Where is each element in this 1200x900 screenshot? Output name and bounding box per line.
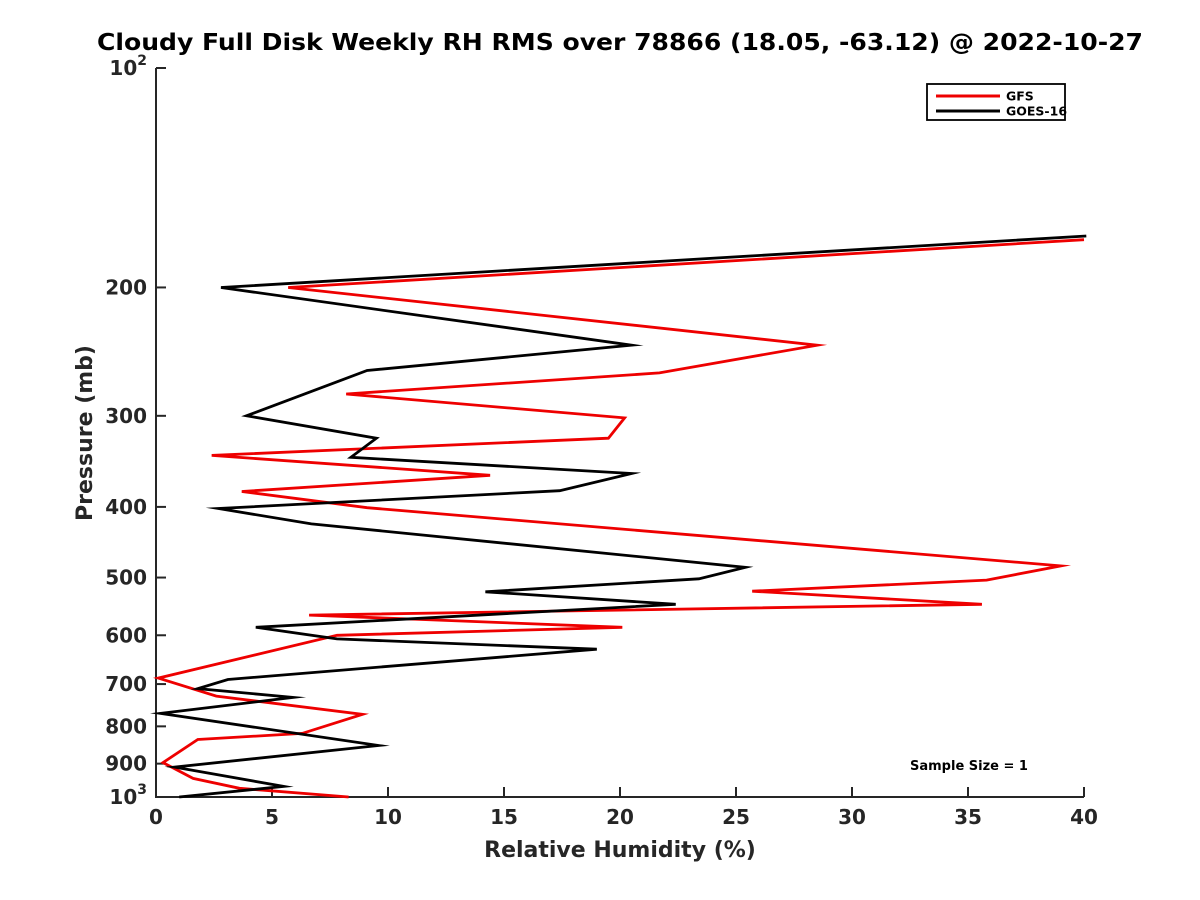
x-tick-label: 25 — [722, 805, 750, 829]
y-tick-label: 700 — [105, 672, 147, 696]
x-tick-label: 10 — [374, 805, 402, 829]
x-tick-label: 30 — [838, 805, 866, 829]
y-tick-label: 200 — [105, 275, 147, 299]
legend-box — [926, 83, 1066, 121]
legend-entry-label: GOES-16 — [1006, 104, 1067, 119]
y-tick-label: 800 — [105, 714, 147, 738]
y-tick-label: 900 — [105, 752, 147, 776]
y-tick-label: 102 — [109, 53, 147, 80]
y-tick-label: 400 — [105, 495, 147, 519]
x-tick-label: 40 — [1070, 805, 1098, 829]
x-tick-label: 35 — [954, 805, 982, 829]
x-tick-label: 5 — [265, 805, 279, 829]
legend-entry-label: GFS — [1006, 89, 1034, 104]
x-tick-label: 20 — [606, 805, 634, 829]
y-tick-label: 300 — [105, 404, 147, 428]
goes-16-line — [150, 234, 1087, 799]
y-tick-label: 500 — [105, 566, 147, 590]
y-tick-label: 600 — [105, 623, 147, 647]
gfs-line — [153, 238, 1085, 799]
y-axis-label: Pressure (mb) — [73, 345, 98, 521]
x-tick-label: 0 — [149, 805, 163, 829]
x-axis-label: Relative Humidity (%) — [484, 838, 756, 863]
y-tick-label: 103 — [109, 782, 147, 809]
sample-size-annotation: Sample Size = 1 — [910, 759, 1028, 774]
chart-title: Cloudy Full Disk Weekly RH RMS over 7886… — [97, 30, 1143, 56]
x-tick-label: 15 — [490, 805, 518, 829]
